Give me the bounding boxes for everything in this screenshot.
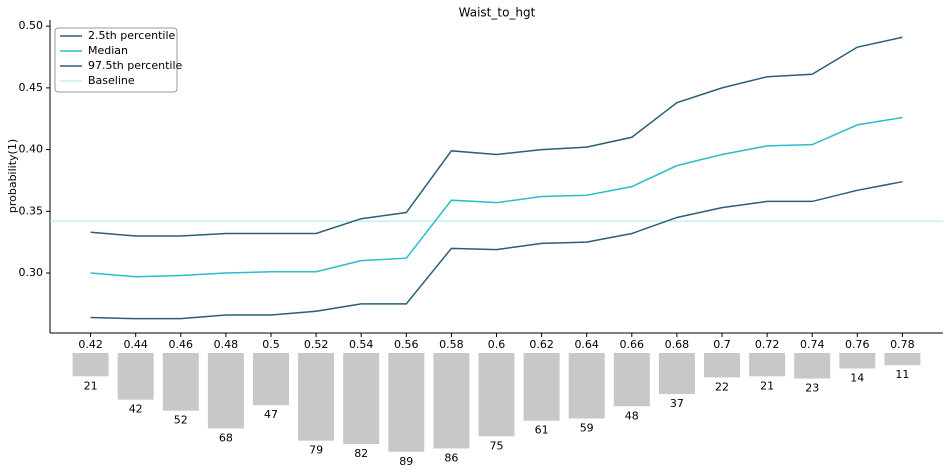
count-label: 52 — [174, 414, 188, 427]
count-bar — [343, 353, 380, 445]
x-tick-label: 0.58 — [439, 338, 464, 351]
x-tick-label: 0.74 — [800, 338, 825, 351]
count-bar — [388, 353, 425, 452]
chart-title: Waist_to_hgt — [459, 6, 536, 20]
count-bar — [298, 353, 335, 441]
x-tick-label: 0.64 — [574, 338, 599, 351]
line — [90, 116, 903, 278]
legend-label: Median — [88, 44, 128, 57]
count-bar — [658, 353, 695, 395]
count-label: 47 — [264, 408, 278, 421]
count-label: 82 — [354, 447, 368, 460]
count-label: 14 — [850, 372, 864, 385]
count-bar — [884, 353, 921, 366]
y-tick-label: 0.30 — [19, 266, 44, 279]
count-label: 11 — [895, 368, 909, 381]
x-tick-label: 0.52 — [304, 338, 329, 351]
x-tick-label: 0.6 — [488, 338, 506, 351]
count-label: 89 — [399, 455, 413, 468]
count-bar — [117, 353, 154, 400]
count-label: 23 — [805, 382, 819, 395]
y-axis-label: probability(1) — [6, 139, 19, 213]
count-bar — [704, 353, 741, 378]
x-tick-label: 0.48 — [214, 338, 239, 351]
count-label: 48 — [625, 409, 639, 422]
y-tick-label: 0.35 — [19, 204, 44, 217]
count-label: 21 — [760, 379, 774, 392]
count-bar — [478, 353, 515, 437]
y-tick-label: 0.40 — [19, 143, 44, 156]
count-bar — [523, 353, 560, 421]
line — [90, 36, 903, 237]
count-label: 22 — [715, 380, 729, 393]
count-bar — [162, 353, 199, 411]
line — [90, 180, 903, 320]
count-bar — [252, 353, 289, 406]
count-label: 86 — [444, 451, 458, 464]
count-bar — [613, 353, 650, 407]
legend-box — [54, 27, 178, 93]
count-bar — [839, 353, 876, 369]
x-tick-label: 0.56 — [394, 338, 419, 351]
x-tick-label: 0.76 — [845, 338, 870, 351]
legend-label: Baseline — [88, 74, 135, 87]
x-tick-label: 0.42 — [78, 338, 103, 351]
x-tick-label: 0.72 — [755, 338, 780, 351]
count-label: 68 — [219, 431, 233, 444]
y-tick-label: 0.50 — [19, 19, 44, 32]
x-tick-label: 0.44 — [123, 338, 148, 351]
count-label: 75 — [490, 439, 504, 452]
count-bar — [794, 353, 831, 379]
count-label: 79 — [309, 444, 323, 457]
count-label: 59 — [580, 421, 594, 434]
x-tick-label: 0.54 — [349, 338, 374, 351]
count-bar — [433, 353, 470, 449]
count-bar — [749, 353, 786, 377]
legend-label: 2.5th percentile — [88, 29, 176, 42]
x-tick-label: 0.66 — [620, 338, 645, 351]
x-tick-label: 0.68 — [665, 338, 690, 351]
count-label: 21 — [84, 379, 98, 392]
legend-label: 97.5th percentile — [88, 59, 183, 72]
x-tick-label: 0.78 — [890, 338, 915, 351]
count-label: 61 — [535, 424, 549, 437]
x-tick-label: 0.5 — [262, 338, 280, 351]
count-label: 42 — [129, 403, 143, 416]
count-bar — [568, 353, 605, 419]
count-bar — [207, 353, 244, 429]
x-tick-label: 0.7 — [713, 338, 731, 351]
y-tick-label: 0.45 — [19, 81, 44, 94]
count-bar — [72, 353, 109, 377]
count-label: 37 — [670, 397, 684, 410]
x-tick-label: 0.46 — [169, 338, 194, 351]
x-tick-label: 0.62 — [529, 338, 554, 351]
